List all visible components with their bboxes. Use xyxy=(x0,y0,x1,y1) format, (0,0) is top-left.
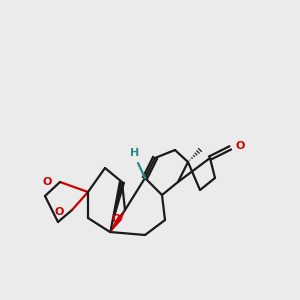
Text: O: O xyxy=(235,141,244,151)
Polygon shape xyxy=(110,217,122,232)
Polygon shape xyxy=(110,182,124,232)
Text: O: O xyxy=(55,207,64,217)
Text: H: H xyxy=(130,148,140,158)
Text: O: O xyxy=(111,214,121,224)
Text: O: O xyxy=(43,177,52,187)
